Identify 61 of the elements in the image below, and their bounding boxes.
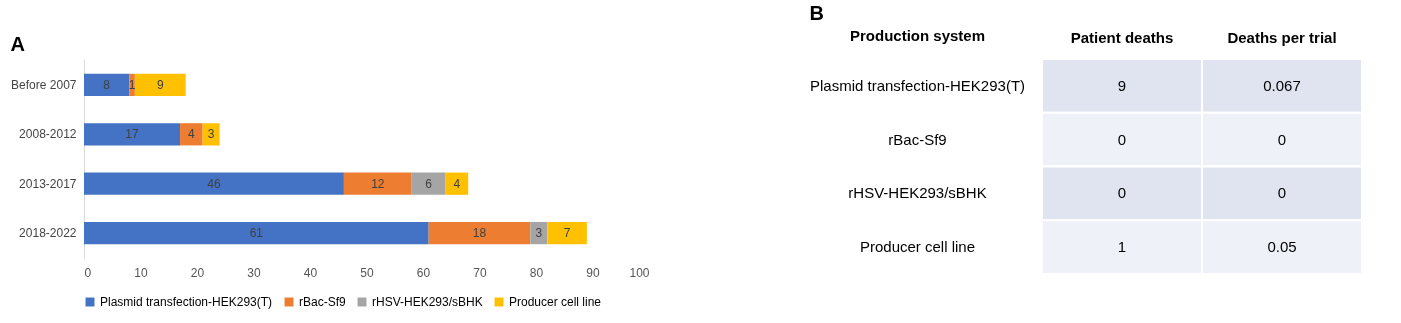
data-label: 0 [1117,184,1127,202]
x-tick-label: 10 [134,265,148,280]
data-label: 46 [207,176,221,191]
x-tick-label: 100 [629,265,650,280]
data-label: 3 [535,226,543,241]
data-label: 12 [371,176,385,191]
bar [547,221,587,245]
bar [84,73,130,97]
y-axis-title: Production system [849,26,986,44]
data-label: 0.05 [1267,238,1297,256]
data-label: 1 [128,77,136,92]
legend-label: Producer cell line [509,295,602,309]
x-tick-label: Patient deaths [1070,28,1174,46]
x-tick-label: 90 [586,265,600,280]
y-tick-label: 2018-2022 [19,226,77,241]
bar [84,123,181,146]
chart-title: A [10,33,26,55]
data-label: 4 [453,176,461,191]
x-tick-label: Deaths per trial [1227,28,1337,46]
data-label: 0 [1277,184,1287,202]
x-tick-label: 80 [529,265,544,280]
x-tick-label: 40 [303,265,318,280]
bar [428,221,531,245]
data-label: 0 [1117,130,1127,148]
bar [84,221,429,245]
data-label: 9 [1117,76,1127,94]
data-label: 0 [1277,130,1287,148]
data-label: 7 [563,226,571,241]
bar [180,123,203,146]
legend-label: rBac-Sf9 [299,295,347,309]
data-label: 17 [125,127,140,142]
y-tick-label: 2008-2012 [19,127,77,142]
data-label: 18 [472,226,487,241]
y-tick-label: rHSV-HEK293/sBHK [848,184,987,202]
bar [343,172,412,195]
x-tick-label: 50 [360,265,374,280]
bar [134,73,186,97]
data-label: 61 [249,226,264,241]
x-tick-label: 0 [84,265,92,280]
legend-label: Plasmid transfection-HEK293(T) [100,295,273,309]
data-label: 9 [156,77,164,92]
x-tick-label: 30 [247,265,261,280]
bar [445,172,469,195]
x-tick-label: 70 [473,265,487,280]
data-label: 4 [188,127,196,142]
legend-label: rHSV-HEK293/sBHK [372,295,483,309]
data-label: 0.067 [1263,76,1301,94]
y-tick-label: Before 2007 [11,77,77,92]
x-tick-label: 20 [190,265,205,280]
data-label: 6 [425,176,433,191]
x-tick-label: 60 [416,265,431,280]
y-tick-label: rBac-Sf9 [888,130,947,148]
bar [84,172,344,195]
y-tick-label: Producer cell line [859,238,976,256]
y-tick-label: 2013-2017 [19,176,77,191]
bar [411,172,446,195]
data-label: 8 [103,77,111,92]
y-tick-label: Plasmid transfection-HEK293(T) [809,76,1026,94]
text: B [809,2,824,24]
data-label: 1 [1117,238,1127,256]
data-label: 3 [207,127,215,142]
